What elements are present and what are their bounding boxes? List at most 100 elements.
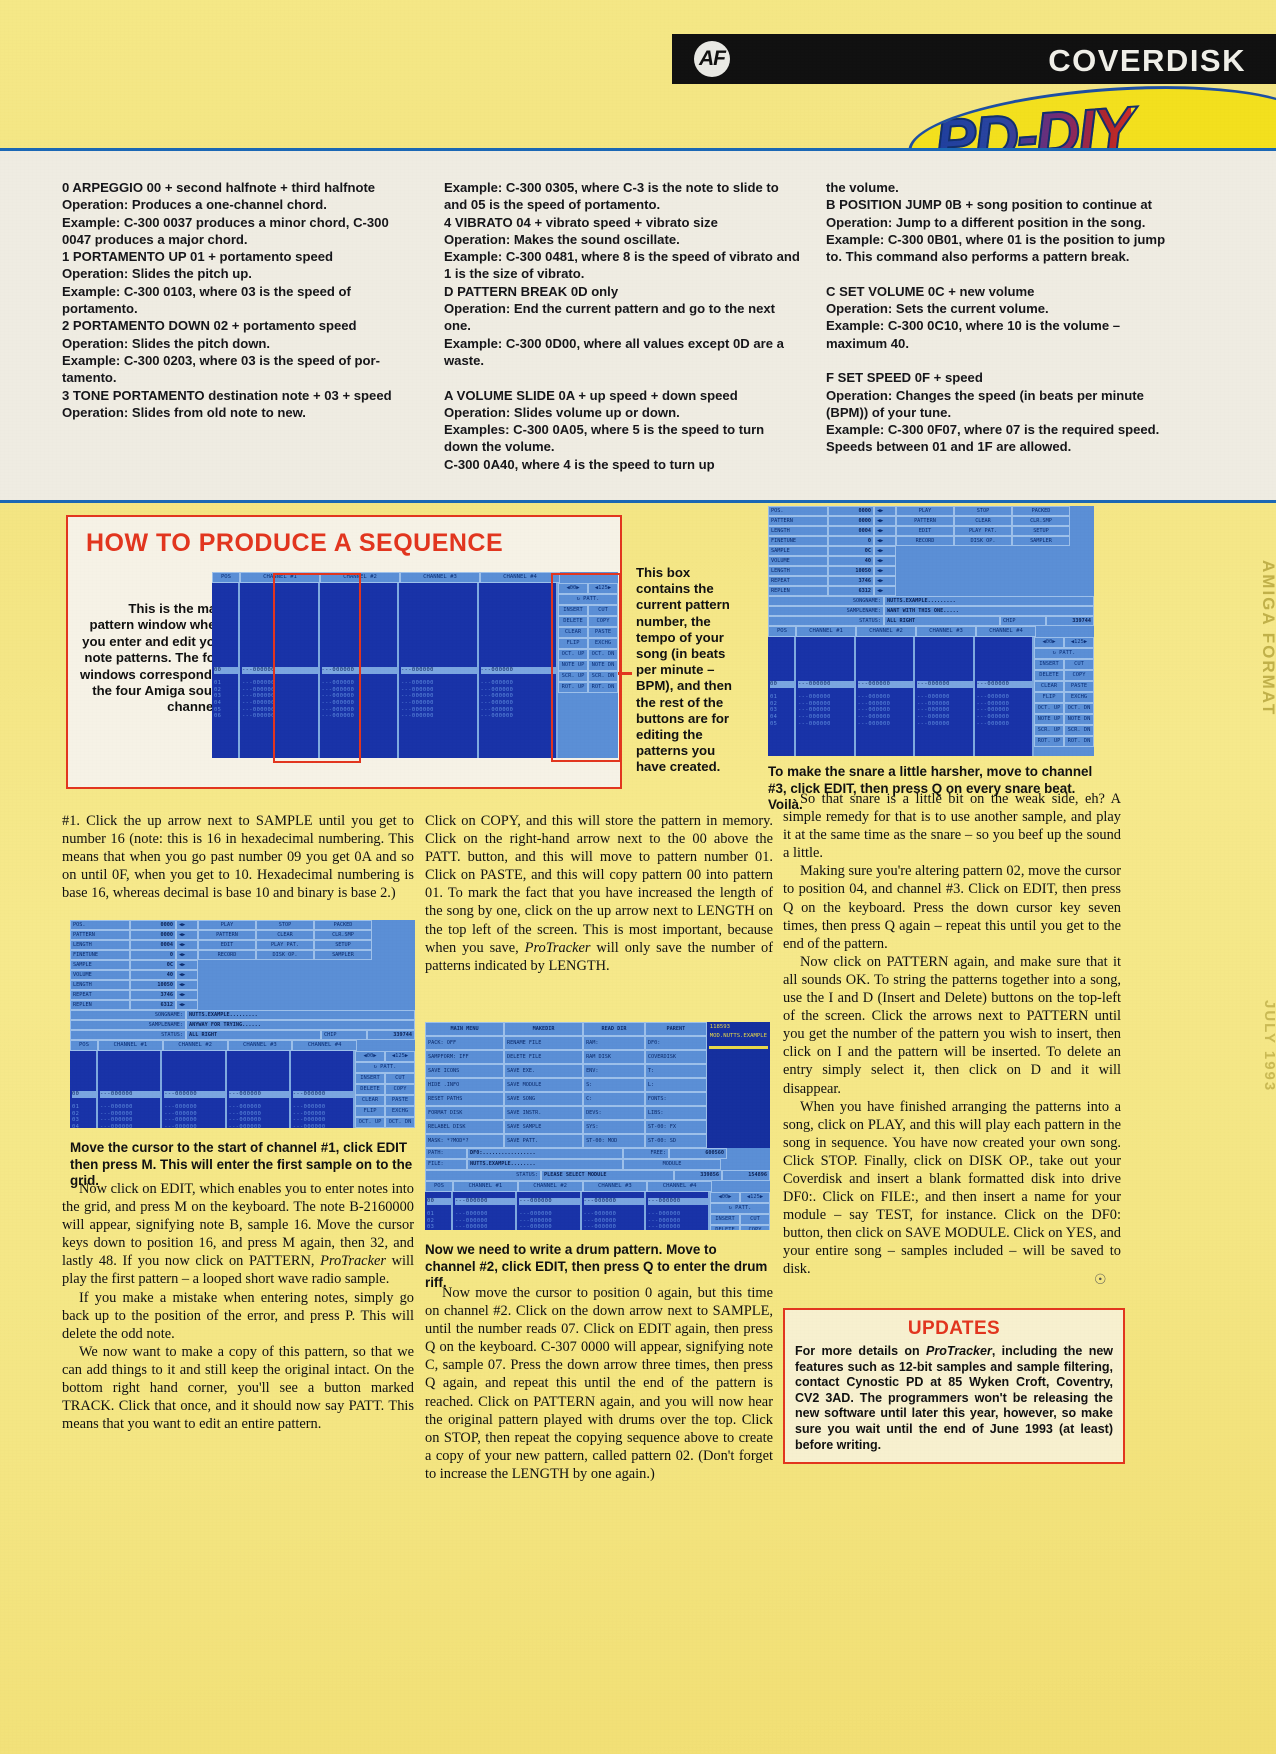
stepper-3[interactable]: ◀▶ (176, 950, 198, 960)
diskop-item-4-5[interactable]: L: (644, 1078, 707, 1092)
stepper-6[interactable]: ◀▶ (176, 980, 198, 990)
button-sampler[interactable]: SAMPLER (1012, 536, 1070, 546)
diskop-item-2-5[interactable]: SAVE MODULE (504, 1078, 584, 1092)
button-delete[interactable]: DELETE (1034, 670, 1064, 681)
button-copy[interactable]: COPY (740, 1225, 770, 1230)
button-rotdn[interactable]: ROT. DN (1064, 736, 1094, 747)
button-scrup[interactable]: SCR. UP (1034, 725, 1064, 736)
stepper-5[interactable]: ◀▶ (176, 970, 198, 980)
button-cut[interactable]: CUT (740, 1214, 770, 1225)
button-record[interactable]: RECORD (896, 536, 954, 546)
button-scrdn[interactable]: SCR. DN (588, 671, 618, 682)
diskop-item-2-4[interactable]: SAVE EXE. (504, 1064, 584, 1078)
bpm-stepper[interactable]: ◀125▶ (1064, 637, 1094, 648)
button-rotup[interactable]: ROT. UP (558, 682, 588, 693)
diskop-item-2-7[interactable]: SAVE INSTR. (504, 1106, 584, 1120)
button-pattern[interactable]: PATTERN (198, 930, 256, 940)
stepper-2[interactable]: ◀▶ (874, 526, 896, 536)
button-octup[interactable]: OCT. UP (1034, 703, 1064, 714)
button-clear[interactable]: CLEAR (954, 516, 1012, 526)
button-octdn[interactable]: OCT. DN (385, 1117, 415, 1128)
diskop-item-1-7[interactable]: FORMAT DISK (425, 1106, 505, 1120)
button-flip[interactable]: FLIP (355, 1106, 385, 1117)
button-clear[interactable]: CLEAR (355, 1095, 385, 1106)
button-noteup[interactable]: NOTE UP (1034, 714, 1064, 725)
diskop-item-3-7[interactable]: DEVS: (583, 1106, 645, 1120)
diskop-value-file[interactable]: NUTTS.EXAMPLE........ (467, 1159, 623, 1170)
stepper-7[interactable]: ◀▶ (176, 990, 198, 1000)
button-rotdn[interactable]: ROT. DN (588, 682, 618, 693)
button-notedn[interactable]: NOTE DN (588, 660, 618, 671)
bpm-stepper[interactable]: ◀125▶ (588, 583, 618, 594)
stepper-8[interactable]: ◀▶ (874, 586, 896, 596)
stepper-0[interactable]: ◀▶ (176, 920, 198, 930)
button-cut[interactable]: CUT (385, 1073, 415, 1084)
button-patt[interactable]: ↻ PATT. (558, 594, 618, 605)
diskop-item-2-3[interactable]: DELETE FILE (504, 1050, 584, 1064)
button-pattern[interactable]: PATTERN (896, 516, 954, 526)
button-clear[interactable]: CLEAR (1034, 681, 1064, 692)
value-samplename[interactable]: WANT WITH THIS ONE..... (884, 606, 1094, 616)
button-packed[interactable]: PACKED (1012, 506, 1070, 516)
button-copy[interactable]: COPY (1064, 670, 1094, 681)
button-scrdn[interactable]: SCR. DN (1064, 725, 1094, 736)
button-packed[interactable]: PACKED (314, 920, 372, 930)
diskop-item-4-2[interactable]: DF0: (644, 1036, 707, 1050)
button-notedn[interactable]: NOTE DN (1064, 714, 1094, 725)
stepper-8[interactable]: ◀▶ (176, 1000, 198, 1010)
pattern-number-stepper[interactable]: ◀00▶ (355, 1051, 385, 1062)
pattern-edit-button-panel[interactable]: ◀00▶◀125▶↻ PATT.INSERTCUTDELETECOPYCLEAR… (710, 1192, 770, 1230)
button-octdn[interactable]: OCT. DN (588, 649, 618, 660)
button-stop[interactable]: STOP (954, 506, 1012, 516)
button-paste[interactable]: PASTE (385, 1095, 415, 1106)
button-copy[interactable]: COPY (588, 616, 618, 627)
diskop-item-1-5[interactable]: HIDE .INFO (425, 1078, 505, 1092)
button-record[interactable]: RECORD (198, 950, 256, 960)
stepper-4[interactable]: ◀▶ (176, 960, 198, 970)
button-playpat[interactable]: PLAY PAT. (256, 940, 314, 950)
stepper-6[interactable]: ◀▶ (874, 566, 896, 576)
stepper-2[interactable]: ◀▶ (176, 940, 198, 950)
button-octup[interactable]: OCT. UP (355, 1117, 385, 1128)
button-rotup[interactable]: ROT. UP (1034, 736, 1064, 747)
button-insert[interactable]: INSERT (1034, 659, 1064, 670)
diskop-item-4-4[interactable]: T: (644, 1064, 707, 1078)
button-noteup[interactable]: NOTE UP (558, 660, 588, 671)
diskop-value-path[interactable]: DF0:................. (467, 1148, 623, 1159)
button-cut[interactable]: CUT (588, 605, 618, 616)
stepper-1[interactable]: ◀▶ (176, 930, 198, 940)
button-setup[interactable]: SETUP (1012, 526, 1070, 536)
stepper-0[interactable]: ◀▶ (874, 506, 896, 516)
pattern-number-stepper[interactable]: ◀00▶ (558, 583, 588, 594)
diskop-item-2-9[interactable]: SAVE PATT. (504, 1134, 584, 1148)
value-songname[interactable]: NUTTS.EXAMPLE......... (186, 1010, 415, 1020)
pattern-number-stepper[interactable]: ◀00▶ (1034, 637, 1064, 648)
button-delete[interactable]: DELETE (710, 1225, 740, 1230)
button-octdn[interactable]: OCT. DN (1064, 703, 1094, 714)
stepper-4[interactable]: ◀▶ (874, 546, 896, 556)
diskop-item-3-9[interactable]: ST-00: MOD (583, 1134, 645, 1148)
button-insert[interactable]: INSERT (710, 1214, 740, 1225)
button-clear[interactable]: CLEAR (558, 627, 588, 638)
value-samplename[interactable]: ANYWAY FOR TRYING...... (186, 1020, 415, 1030)
button-scrup[interactable]: SCR. UP (558, 671, 588, 682)
button-stop[interactable]: STOP (256, 920, 314, 930)
diskop-item-4-8[interactable]: ST-00: FX (644, 1120, 707, 1134)
diskop-item-1-3[interactable]: SAMPFORM: IFF (425, 1050, 505, 1064)
diskop-item-4-6[interactable]: FONTS: (644, 1092, 707, 1106)
stepper-3[interactable]: ◀▶ (874, 536, 896, 546)
button-exchg[interactable]: EXCHG (588, 638, 618, 649)
bpm-stepper[interactable]: ◀125▶ (740, 1192, 770, 1203)
pattern-number-stepper[interactable]: ◀00▶ (710, 1192, 740, 1203)
button-setup[interactable]: SETUP (314, 940, 372, 950)
bpm-stepper[interactable]: ◀125▶ (385, 1051, 415, 1062)
button-patt[interactable]: ↻ PATT. (1034, 648, 1094, 659)
button-cut[interactable]: CUT (1064, 659, 1094, 670)
button-clrsmp[interactable]: CLR.SMP (314, 930, 372, 940)
diskop-listing-entry[interactable]: 118593 MOD.NUTTS.EXAMPLE (706, 1022, 770, 1042)
diskop-item-3-6[interactable]: C: (583, 1092, 645, 1106)
diskop-item-1-6[interactable]: RESET PATHS (425, 1092, 505, 1106)
